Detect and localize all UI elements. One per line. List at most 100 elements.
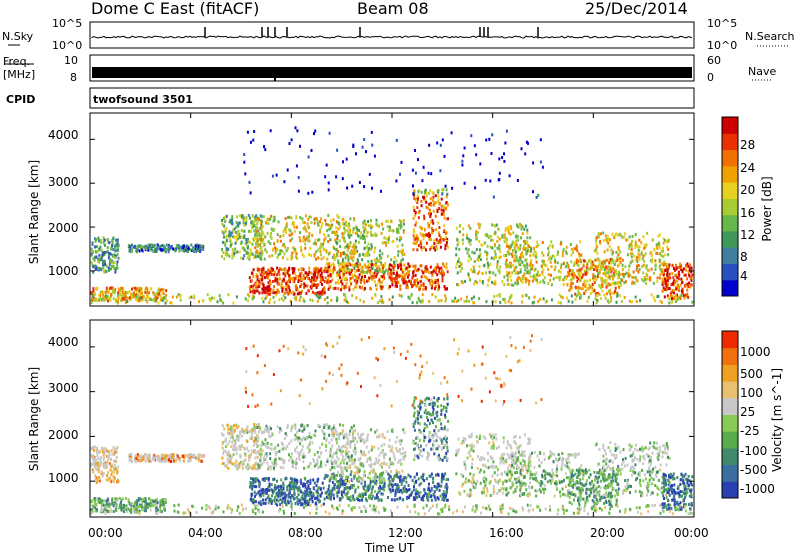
echo-cell	[289, 491, 291, 494]
echo-cell	[325, 237, 327, 240]
echo-cell	[443, 204, 445, 207]
echo-cell	[298, 176, 300, 179]
echo-cell	[678, 277, 680, 280]
echo-cell	[110, 299, 112, 302]
echo-cell	[348, 286, 350, 289]
echo-cell	[471, 297, 473, 300]
echo-cell	[296, 446, 298, 449]
echo-cell	[97, 457, 99, 460]
echo-cell	[139, 455, 141, 458]
echo-cell	[305, 292, 307, 295]
echo-cell	[537, 300, 539, 303]
echo-cell	[245, 216, 247, 219]
echo-cell	[356, 280, 358, 283]
echo-cell	[462, 227, 464, 230]
echo-cell	[651, 293, 653, 296]
echo-cell	[111, 245, 113, 248]
echo-cell	[431, 293, 433, 296]
echo-cell	[283, 243, 285, 246]
echo-cell	[392, 240, 394, 243]
echo-cell	[366, 271, 368, 274]
echo-cell	[631, 276, 633, 279]
echo-cell	[117, 466, 119, 469]
echo-cell	[250, 141, 252, 144]
echo-cell	[519, 259, 521, 262]
echo-cell	[468, 300, 470, 303]
echo-cell	[187, 250, 189, 253]
echo-cell	[299, 272, 301, 275]
echo-cell	[315, 284, 317, 287]
echo-cell	[394, 278, 396, 281]
echo-cell	[104, 499, 106, 502]
echo-cell	[357, 234, 359, 237]
echo-cell	[499, 172, 501, 175]
echo-cell	[557, 253, 559, 256]
echo-cell	[253, 130, 255, 133]
echo-cell	[113, 253, 115, 256]
echo-cell	[609, 293, 611, 296]
echo-cell	[106, 478, 108, 481]
echo-cell	[441, 205, 443, 208]
echo-cell	[438, 299, 440, 302]
echo-cell	[172, 453, 174, 456]
echo-cell	[222, 452, 224, 455]
echo-cell	[451, 131, 453, 134]
echo-cell	[503, 152, 505, 155]
echo-cell	[295, 217, 297, 220]
echo-cell	[251, 493, 253, 496]
echo-cell	[537, 194, 539, 197]
echo-cell	[413, 190, 415, 193]
echo-cell	[248, 230, 250, 233]
echo-cell	[101, 298, 103, 301]
echo-cell	[328, 234, 330, 237]
echo-cell	[113, 480, 115, 483]
echo-cell	[245, 465, 247, 468]
echo-cell	[393, 261, 395, 264]
echo-cell	[530, 247, 532, 250]
echo-cell	[559, 278, 561, 281]
echo-cell	[202, 300, 204, 303]
echo-cell	[250, 230, 252, 233]
echo-cell	[259, 247, 261, 250]
echo-cell	[584, 285, 586, 288]
echo-cell	[661, 301, 663, 304]
echo-cell	[353, 219, 355, 222]
echo-cell	[109, 462, 111, 465]
echo-cell	[330, 225, 332, 228]
echo-cell	[560, 266, 562, 269]
echo-cell	[646, 273, 648, 276]
echo-cell	[424, 228, 426, 231]
echo-cell	[359, 181, 361, 184]
echo-cell	[337, 279, 339, 282]
echo-cell	[269, 282, 271, 285]
echo-cell	[227, 428, 229, 431]
echo-cell	[617, 283, 619, 286]
echo-cell	[451, 187, 453, 190]
echo-cell	[351, 273, 353, 276]
echo-cell	[288, 268, 290, 271]
echo-cell	[671, 297, 673, 300]
echo-cell	[326, 229, 328, 232]
echo-cell	[353, 267, 355, 270]
echo-cell	[610, 249, 612, 252]
echo-cell	[107, 295, 109, 298]
echo-cell	[438, 285, 440, 288]
echo-cell	[232, 438, 234, 441]
echo-cell	[479, 265, 481, 268]
echo-cell	[526, 252, 528, 255]
echo-cell	[560, 295, 562, 298]
echo-cell	[336, 242, 338, 245]
echo-cell	[247, 256, 249, 259]
echo-cell	[258, 243, 260, 246]
echo-cell	[324, 498, 326, 501]
echo-cell	[291, 267, 293, 270]
echo-cell	[517, 239, 519, 242]
echo-cell	[91, 248, 93, 251]
echo-cell	[393, 272, 395, 275]
echo-cell	[581, 276, 583, 279]
echo-cell	[611, 258, 613, 261]
echo-cell	[537, 271, 539, 274]
echo-cell	[103, 456, 105, 459]
echo-cell	[243, 219, 245, 222]
echo-cell	[451, 300, 453, 303]
